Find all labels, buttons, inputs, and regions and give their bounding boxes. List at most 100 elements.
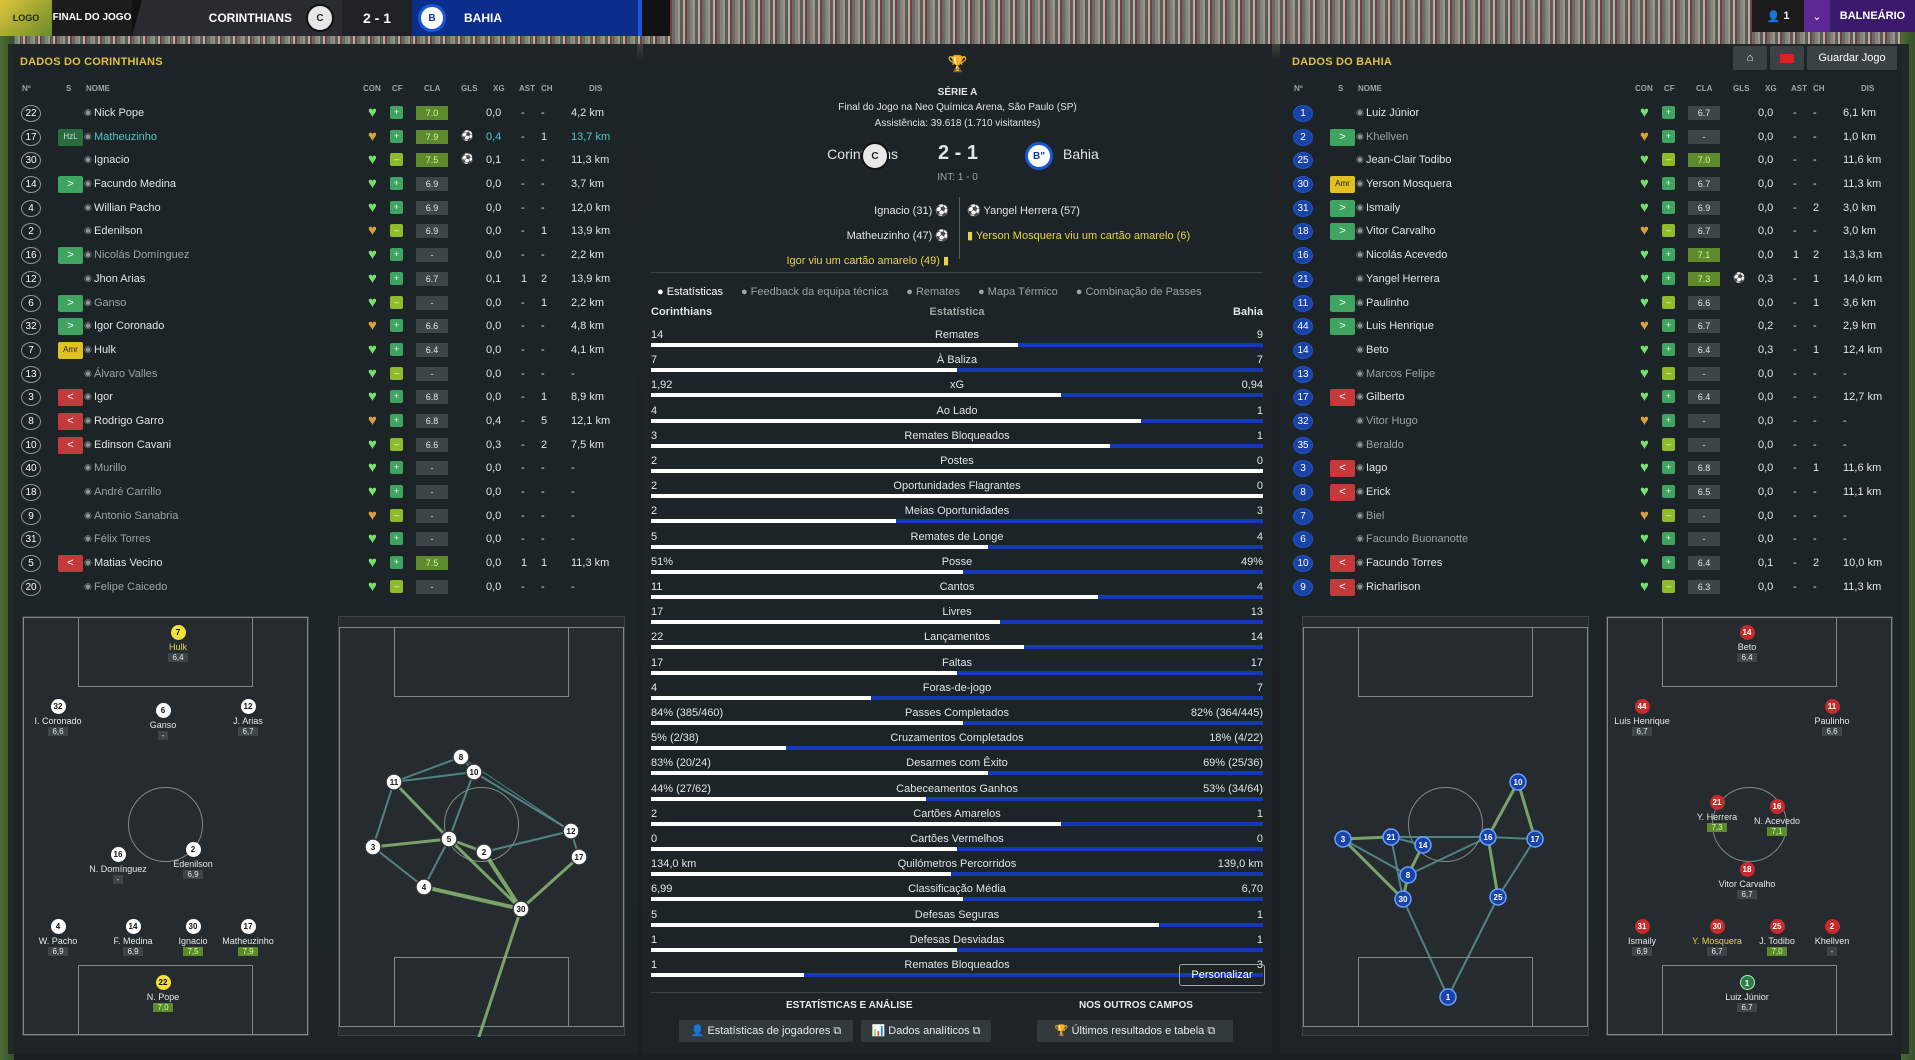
col-number[interactable]: Nº	[22, 84, 31, 93]
player-name[interactable]: Richarlison	[1366, 580, 1421, 593]
table-row[interactable]: 7 Amr ◉ Hulk ♥ +6.4 0,0 - - 4,1 km	[16, 339, 626, 363]
col-name[interactable]: NOME	[1358, 84, 1382, 93]
table-row[interactable]: 12 ◉ Jhon Arias ♥ +6.7 0,1 1 2 13,9 km	[16, 268, 626, 292]
player-name[interactable]: Gilberto	[1366, 391, 1405, 404]
network-node[interactable]: 8	[452, 748, 470, 766]
table-row[interactable]: 16 > ◉ Nicolás Domínguez ♥ + -0,0- -2,2 km	[16, 244, 626, 268]
network-node[interactable]: 17	[1526, 830, 1544, 848]
player-name[interactable]: Rodrigo Garro	[94, 414, 164, 427]
table-row[interactable]: 18 ◉ André Carrillo ♥ + -0,0- - -	[16, 481, 626, 505]
network-node[interactable]: 3	[1334, 830, 1352, 848]
player-name[interactable]: Nick Pope	[94, 107, 145, 119]
player-name[interactable]: Biel	[1366, 509, 1385, 522]
table-row[interactable]: 44 > ◉ Luis Henrique ♥ +6.7 0,2 - - 2,9 km	[1288, 315, 1898, 339]
table-row[interactable]: 11 > ◉ Paulinho ♥ –6.6 0,0 - 1 3,6 km	[1288, 292, 1898, 316]
player-name[interactable]: Beto	[1366, 343, 1389, 356]
table-row[interactable]: 18 > ◉ Vitor Carvalho ♥ –6.7 0,0 - - 3,0 km	[1288, 220, 1898, 244]
save-game-button[interactable]: Guardar Jogo	[1807, 46, 1897, 70]
table-row[interactable]: 9 ◉ Antonio Sanabria ♥ – -0,0- - -	[16, 505, 626, 529]
col-goals[interactable]: GLS	[1733, 84, 1750, 93]
player-name[interactable]: Jhon Arias	[94, 272, 146, 285]
home-event[interactable]: Matheuzinho (47) ⚽	[846, 230, 949, 242]
formation-player[interactable]: 7 Hulk 6,4	[138, 625, 218, 662]
table-row[interactable]: 1 ◉ Luiz Júnior ♥ +6.7 0,0 - - 6,1 km	[1288, 102, 1898, 126]
chevron-down-icon[interactable]: ⌄	[1804, 0, 1830, 32]
player-name[interactable]: Erick	[1366, 486, 1391, 498]
flag-icon[interactable]	[1770, 46, 1804, 70]
tab-1[interactable]: ● Feedback da equipa técnica	[740, 286, 889, 298]
table-row[interactable]: 5 < ◉ Matias Vecino ♥ +7.5 0,0 1 1 11,3 km	[16, 552, 626, 576]
formation-player[interactable]: 12 J. Arias 6,7	[208, 699, 288, 736]
formation-player[interactable]: 18 Vitor Carvalho 6,7	[1707, 862, 1787, 899]
table-row[interactable]: 22 ◉ Nick Pope ♥ +7.0 0,0 - - 4,2 km	[16, 102, 626, 126]
player-name[interactable]: Khellven	[1366, 130, 1409, 143]
player-name[interactable]: Igor Coronado	[94, 320, 165, 333]
table-row[interactable]: 7 ◉ Biel ♥ – -0,0- - -	[1288, 505, 1898, 529]
player-name[interactable]: Willian Pacho	[94, 201, 161, 214]
table-row[interactable]: 14 ◉ Beto ♥ +6.4 0,3 - 1 12,4 km	[1288, 339, 1898, 363]
table-row[interactable]: 14 > ◉ Facundo Medina ♥ +6.9 0,0 - - 3,7 km	[16, 173, 626, 197]
formation-player[interactable]: 2 Edenilson 6,9	[153, 842, 233, 879]
player-name[interactable]: Iago	[1366, 462, 1388, 475]
table-row[interactable]: 21 ◉ Yangel Herrera ♥ +7.3 ⚽ 0,3 - 1 14,0 km	[1288, 268, 1898, 292]
formation-player[interactable]: 16 N. Domínguez -	[78, 847, 158, 884]
network-node[interactable]: 3	[364, 838, 382, 856]
away-event[interactable]: ▮ Yerson Mosquera viu um cartão amarelo …	[967, 230, 1191, 242]
home-event[interactable]: Igor viu um cartão amarelo (49) ▮	[786, 255, 949, 267]
col-assists[interactable]: AST	[519, 84, 535, 93]
table-row[interactable]: 32 ◉ Vitor Hugo ♥ + -0,0- - -	[1288, 410, 1898, 434]
network-node[interactable]: 5	[440, 830, 458, 848]
network-node[interactable]: 21	[1382, 828, 1400, 846]
formation-player[interactable]: 25 J. Todibo 7,0	[1737, 919, 1817, 956]
col-distance[interactable]: DIS	[589, 84, 603, 93]
table-row[interactable]: 20 ◉ Felipe Caicedo ♥ – -0,0- - -	[16, 576, 626, 600]
formation-player[interactable]: 4 W. Pacho 6,9	[18, 919, 98, 956]
network-node[interactable]: 17	[570, 848, 588, 866]
col-condition[interactable]: CON	[1635, 84, 1653, 93]
player-name[interactable]: Luis Henrique	[1366, 320, 1434, 333]
player-name[interactable]: Ismaily	[1366, 201, 1401, 214]
table-row[interactable]: 17 < ◉ Gilberto ♥ +6.4 0,0 - - 12,7 km	[1288, 386, 1898, 410]
table-row[interactable]: 3 < ◉ Igor ♥ +6.8 0,0 - 1 8,9 km	[16, 386, 626, 410]
table-row[interactable]: 6 ◉ Facundo Buonanotte ♥ + -0,0- - -	[1288, 528, 1898, 552]
network-node[interactable]: 30	[1394, 890, 1412, 908]
formation-player[interactable]: 1 Luiz Júnior 6,7	[1707, 975, 1787, 1012]
table-row[interactable]: 2 ◉ Edenilson ♥ –6.9 0,0 - 1 13,9 km	[16, 220, 626, 244]
col-chances[interactable]: CH	[1813, 84, 1825, 93]
col-distance[interactable]: DIS	[1861, 84, 1875, 93]
col-number[interactable]: Nº	[1294, 84, 1303, 93]
network-node[interactable]: 2	[475, 843, 493, 861]
player-name[interactable]: Vitor Carvalho	[1366, 225, 1436, 238]
network-node[interactable]: 8	[1399, 866, 1417, 884]
network-node[interactable]: 10	[465, 763, 483, 781]
col-sub[interactable]: S	[1338, 84, 1344, 93]
player-name[interactable]: Yerson Mosquera	[1366, 178, 1452, 191]
formation-player[interactable]: 6 Ganso -	[123, 703, 203, 740]
player-name[interactable]: Ignacio	[94, 154, 130, 167]
tab-0[interactable]: ● Estatísticas	[657, 286, 723, 298]
formation-player[interactable]: 16 N. Acevedo 7,1	[1737, 799, 1817, 836]
player-name[interactable]: Igor	[94, 391, 113, 404]
player-name[interactable]: Facundo Medina	[94, 178, 176, 191]
col-condition[interactable]: CON	[363, 84, 381, 93]
col-cf[interactable]: CF	[1664, 84, 1675, 93]
col-chances[interactable]: CH	[541, 84, 553, 93]
player-name[interactable]: Murillo	[94, 462, 127, 475]
network-node[interactable]: 12	[562, 822, 580, 840]
player-name[interactable]: André Carrillo	[94, 486, 162, 498]
col-rating[interactable]: CLA	[424, 84, 441, 93]
player-name[interactable]: Matias Vecino	[94, 557, 163, 570]
formation-player[interactable]: 14 F. Medina 6,9	[93, 919, 173, 956]
player-name[interactable]: Paulinho	[1366, 296, 1409, 309]
col-rating[interactable]: CLA	[1696, 84, 1713, 93]
player-name[interactable]: Facundo Buonanotte	[1366, 533, 1469, 546]
col-assists[interactable]: AST	[1791, 84, 1807, 93]
player-name[interactable]: Edinson Cavani	[94, 438, 172, 451]
away-team-block[interactable]: B BAHIA	[412, 0, 642, 36]
table-row[interactable]: 10 < ◉ Facundo Torres ♥ +6.4 0,1 - 2 10,0 km	[1288, 552, 1898, 576]
formation-player[interactable]: 31 Ismaily 6,9	[1602, 919, 1682, 956]
table-row[interactable]: 9 < ◉ Richarlison ♥ –6.3 0,0 - - 11,3 km	[1288, 576, 1898, 600]
formation-player[interactable]: 11 Paulinho 6,6	[1792, 699, 1872, 736]
player-stats-link[interactable]: 👤 Estatísticas de jogadores ⧉	[679, 1020, 853, 1042]
player-name[interactable]: Edenilson	[94, 225, 143, 238]
